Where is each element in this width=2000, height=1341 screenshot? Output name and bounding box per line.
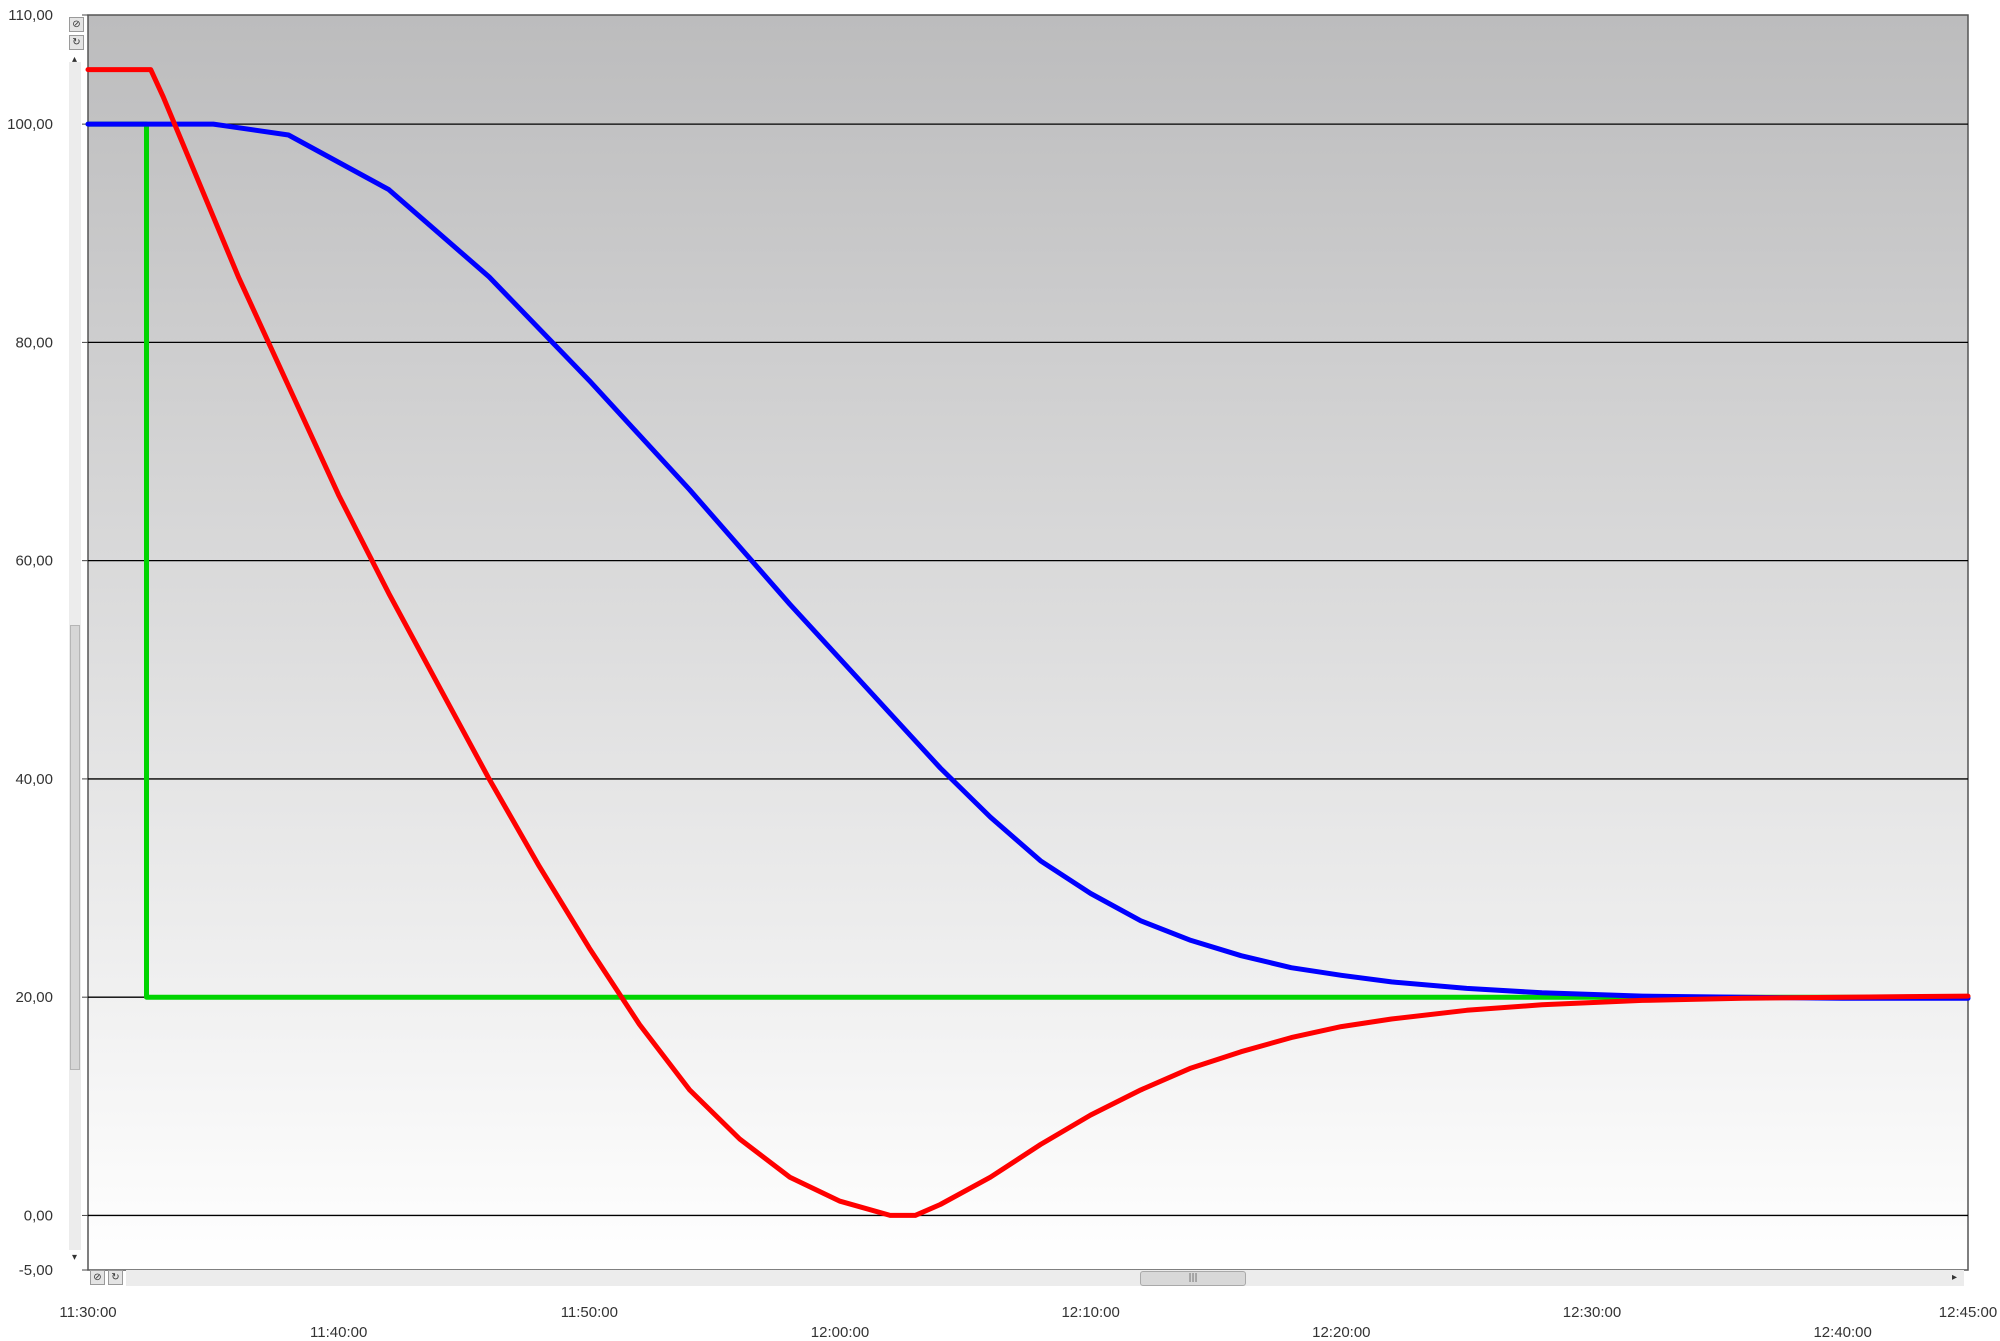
x-tick-label: 11:40:00 (310, 1324, 367, 1341)
zoom-reset-x-icon[interactable]: ⊘ (90, 1270, 105, 1285)
x-tick-label: 12:10:00 (1061, 1304, 1119, 1321)
y-tick-label: 110,00 (8, 7, 53, 24)
x-axis: 11:30:00 11:40:00 11:50:00 12:00:00 12:10:00… (59, 1304, 1997, 1341)
y-tick-label: 20,00 (15, 989, 53, 1006)
series-group (85, 67, 1971, 1218)
refresh-icon[interactable]: ↻ (69, 35, 84, 50)
x-tick-label: 12:40:00 (1813, 1324, 1871, 1341)
series-line-2 (85, 121, 1971, 1001)
y-tick-label: 40,00 (15, 771, 53, 788)
x-tick-label: 12:30:00 (1563, 1304, 1621, 1321)
scroll-right-arrow-icon[interactable]: ▸ (1952, 1272, 1958, 1283)
y-tick-label: 100,00 (7, 116, 53, 133)
x-tick-label: 12:45:00 (1939, 1304, 1997, 1321)
x-tick-label: 11:50:00 (561, 1304, 618, 1321)
y-axis: 110,00 100,00 80,00 60,00 40,00 20,00 0,00 -5,0… (7, 7, 88, 1279)
refresh-x-icon[interactable]: ↻ (108, 1270, 123, 1285)
x-tick-label: 12:20:00 (1312, 1324, 1370, 1341)
y-tick-label: 60,00 (15, 553, 53, 570)
vertical-scrollbar-thumb[interactable] (70, 625, 80, 1070)
plot-area (87, 14, 1969, 1271)
scroll-up-arrow-icon[interactable]: ▴ (72, 54, 78, 65)
y-tick-label: -5,00 (19, 1262, 53, 1279)
y-tick-label: 80,00 (15, 334, 53, 351)
zoom-reset-icon[interactable]: ⊘ (69, 17, 84, 32)
horizontal-scrollbar[interactable] (126, 1270, 1964, 1286)
scroll-down-arrow-icon[interactable]: ▾ (72, 1252, 78, 1263)
x-tick-label: 12:00:00 (811, 1324, 869, 1341)
horizontal-scrollbar-thumb[interactable]: ||| (1140, 1271, 1246, 1286)
series-line-3 (85, 67, 1971, 1218)
x-tick-label: 11:30:00 (59, 1304, 116, 1321)
y-tick-label: 0,00 (24, 1207, 53, 1224)
